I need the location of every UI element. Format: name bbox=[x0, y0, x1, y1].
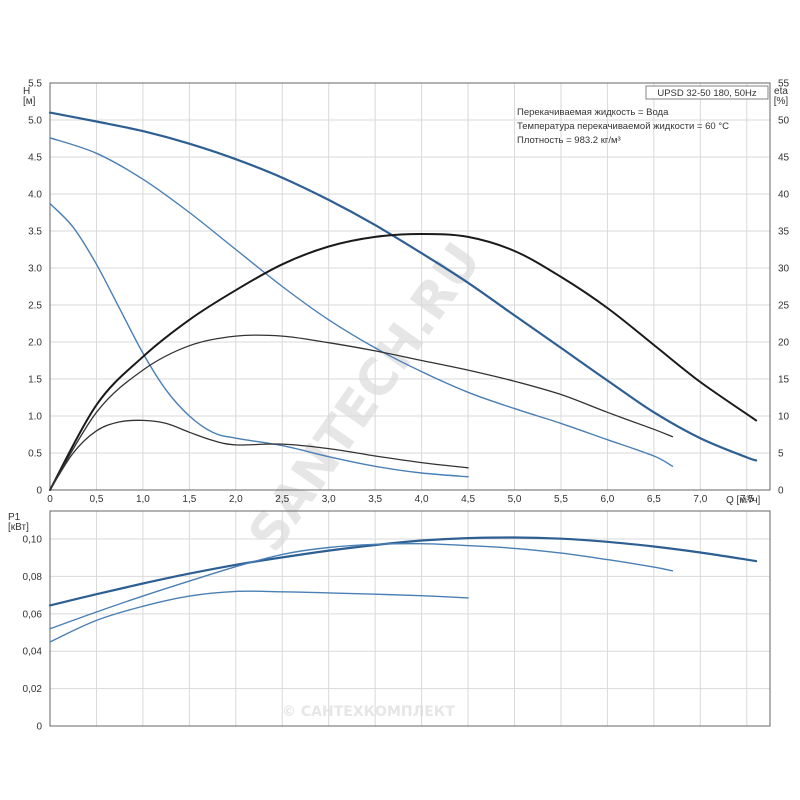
y2-tick-label: 20 bbox=[778, 338, 790, 349]
x-tick-label: 3,0 bbox=[322, 494, 336, 505]
y2-tick-label: 40 bbox=[778, 190, 790, 201]
head-curve-2 bbox=[49, 137, 674, 467]
model-label-box bbox=[645, 85, 769, 100]
power-curve-1 bbox=[48, 536, 758, 607]
info-box: UPSD 32-50 180, 50Hz Перекачиваемая жидк… bbox=[517, 85, 769, 146]
y-tick-label: 5.5 bbox=[28, 79, 42, 90]
power-panel: 0 0,02 0,04 0,06 0,08 0,10 P1 [кВт] bbox=[8, 510, 771, 733]
y-tick-label: 4.0 bbox=[28, 190, 42, 201]
power-tick-label: 0 bbox=[36, 722, 42, 733]
head-curve-1 bbox=[48, 111, 758, 462]
y2-tick-label: 10 bbox=[778, 412, 790, 423]
power-tick-label: 0,04 bbox=[23, 647, 43, 658]
head-curve-3 bbox=[49, 202, 469, 478]
x-tick-label: 6,5 bbox=[647, 494, 661, 505]
top-series-group bbox=[48, 111, 758, 491]
power-curve-2 bbox=[49, 542, 674, 630]
y-tick-label: 5.0 bbox=[28, 116, 42, 127]
y2-tick-label: 25 bbox=[778, 301, 790, 312]
head-efficiency-panel: 0 0.5 1.0 1.5 2.0 2.5 3.0 3.5 4.0 4.5 5.0 5.5 0 5 10 15… bbox=[23, 79, 790, 507]
top-plot-frame bbox=[49, 82, 771, 491]
y2-tick-label: 5 bbox=[778, 449, 784, 460]
model-label: UPSD 32-50 180, 50Hz bbox=[657, 88, 757, 99]
x-tick-label: 4,0 bbox=[415, 494, 429, 505]
power-tick-label: 0,06 bbox=[23, 609, 43, 620]
y2-axis-title-eta: eta [%] bbox=[774, 86, 789, 107]
power-tick-label: 0,08 bbox=[23, 572, 43, 583]
y-tick-label: 3.0 bbox=[28, 264, 42, 275]
x-tick-label: 2,5 bbox=[275, 494, 289, 505]
x-tick-label: 2,0 bbox=[229, 494, 243, 505]
x-tick-label: 7,5 bbox=[740, 494, 754, 505]
y-tick-label: 1.0 bbox=[28, 412, 42, 423]
x-tick-label: 4,5 bbox=[461, 494, 475, 505]
bottom-tick-labels: 0 0,02 0,04 0,06 0,08 0,10 bbox=[23, 535, 43, 733]
y-tick-label: 2.5 bbox=[28, 301, 42, 312]
top-tick-labels: 0 0.5 1.0 1.5 2.0 2.5 3.0 3.5 4.0 4.5 5.0 5.5 0 5 10 15… bbox=[28, 79, 789, 506]
y2-tick-label: 30 bbox=[778, 264, 790, 275]
x-tick-label: 0,5 bbox=[89, 494, 103, 505]
temperature-label: Температура перекачиваемой жидкости = 60… bbox=[517, 121, 729, 132]
x-tick-label: 1,0 bbox=[136, 494, 150, 505]
y-axis-title-power: P1 [кВт] bbox=[8, 512, 29, 533]
y-tick-label: 0 bbox=[36, 486, 42, 497]
y2-tick-label: 15 bbox=[778, 375, 790, 386]
y2-tick-label: 45 bbox=[778, 153, 790, 164]
y-tick-label: 0.5 bbox=[28, 449, 42, 460]
watermark-bottom: © САНТЕХКОМПЛЕКТ bbox=[282, 704, 455, 720]
y2-tick-label: 55 bbox=[778, 79, 790, 90]
density-label: Плотность = 983.2 кг/м³ bbox=[517, 135, 621, 146]
bottom-series-group bbox=[48, 536, 758, 643]
x-tick-label: 7,0 bbox=[693, 494, 707, 505]
bottom-plot-frame bbox=[49, 510, 771, 727]
y2-tick-label: 35 bbox=[778, 227, 790, 238]
x-tick-label: 5,5 bbox=[554, 494, 568, 505]
power-curve-3 bbox=[49, 590, 469, 643]
efficiency-curve-4 bbox=[49, 233, 758, 491]
efficiency-curve-5 bbox=[49, 334, 674, 491]
x-tick-label: 3,5 bbox=[368, 494, 382, 505]
x-tick-label: 1,5 bbox=[182, 494, 196, 505]
y-tick-label: 1.5 bbox=[28, 375, 42, 386]
bottom-grid bbox=[50, 511, 770, 726]
x-tick-label: 0 bbox=[47, 494, 53, 505]
y-tick-label: 4.5 bbox=[28, 153, 42, 164]
liquid-label: Перекачиваемая жидкость = Вода bbox=[517, 107, 669, 118]
power-tick-label: 0,02 bbox=[23, 684, 43, 695]
x-tick-label: 6,0 bbox=[600, 494, 614, 505]
x-tick-label: 5,0 bbox=[508, 494, 522, 505]
y-axis-title-head: H [м] bbox=[23, 86, 36, 107]
power-tick-label: 0,10 bbox=[23, 535, 43, 546]
y2-tick-label: 0 bbox=[778, 486, 784, 497]
y2-tick-label: 50 bbox=[778, 116, 790, 127]
x-axis-title-flow: Q [м³/ч] bbox=[726, 495, 761, 506]
y-tick-label: 2.0 bbox=[28, 338, 42, 349]
y-tick-label: 3.5 bbox=[28, 227, 42, 238]
efficiency-curve-6 bbox=[49, 419, 469, 491]
